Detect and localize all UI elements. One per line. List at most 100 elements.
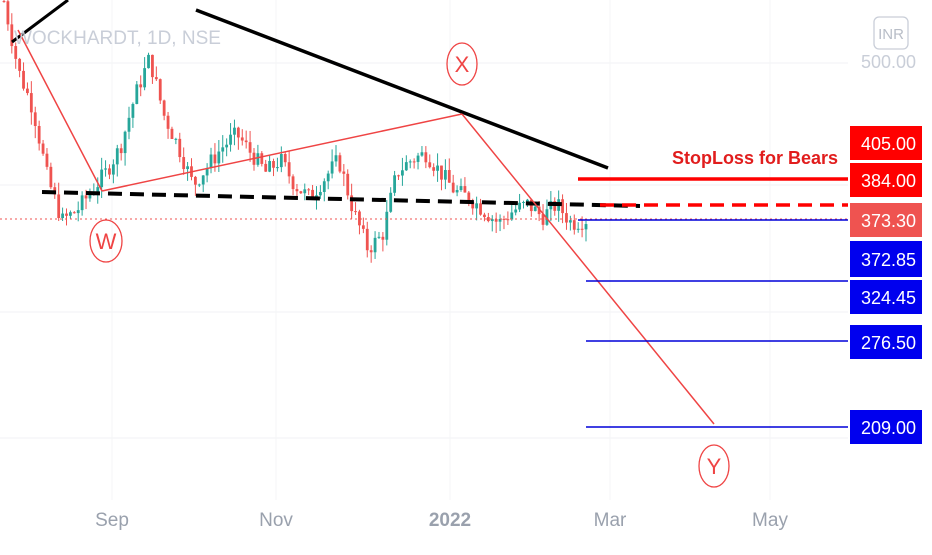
candle-body — [287, 162, 291, 177]
candle-body — [37, 126, 41, 144]
target-lines — [578, 219, 848, 428]
price-badge-209: 209.00 — [850, 410, 922, 444]
candle-body — [404, 162, 408, 171]
candle-body — [100, 169, 104, 188]
candle-body — [84, 195, 88, 199]
candle-body — [361, 225, 365, 229]
price-badge-276-50-text: 276.50 — [861, 333, 916, 353]
candle-body — [57, 194, 61, 218]
wave-label-x-text: X — [455, 52, 470, 77]
candle-body — [510, 212, 514, 220]
candle-body — [354, 211, 357, 213]
time-label-2022: 2022 — [429, 510, 471, 531]
candle-body — [240, 137, 244, 141]
candle-body — [264, 163, 268, 172]
candle-body — [533, 206, 537, 212]
candle-body — [490, 219, 494, 222]
currency-label: INR — [878, 26, 904, 43]
price-badge-372-85: 372.85 — [850, 241, 922, 277]
candle-body — [416, 155, 420, 162]
candle-body — [178, 138, 182, 158]
candle-body — [412, 161, 416, 163]
time-label-sep: Sep — [95, 510, 129, 531]
candle-body — [186, 166, 189, 170]
candle-body — [111, 164, 115, 175]
candle-body — [318, 191, 322, 196]
candle-body — [338, 155, 342, 172]
candle-body — [72, 212, 76, 214]
candle-body — [221, 147, 225, 152]
candle-body — [522, 201, 525, 203]
candle-body — [225, 144, 229, 148]
candle-body — [22, 70, 25, 89]
candle-body — [514, 209, 518, 213]
price-badge-209-text: 209.00 — [861, 418, 916, 438]
candle-body — [475, 203, 479, 209]
stoploss-annotation: StopLoss for Bears — [672, 148, 838, 168]
candle-body — [401, 170, 404, 176]
candle-body — [205, 167, 209, 176]
candle-body — [502, 218, 506, 220]
candle-body — [486, 217, 490, 222]
candle-body — [358, 211, 361, 226]
candle-body — [131, 103, 135, 118]
time-label-may: May — [752, 510, 788, 531]
candle-body — [322, 181, 326, 192]
candle-body — [393, 175, 397, 193]
candle-body — [69, 212, 72, 216]
candle-body — [108, 168, 111, 175]
candle-body — [451, 182, 455, 193]
candle-body — [88, 194, 92, 199]
price-badge-384: 384.00 — [850, 163, 922, 197]
candle-body — [311, 189, 314, 199]
candle-body — [447, 170, 451, 183]
candle-body — [330, 161, 334, 174]
descending-trend-line — [195, 8, 609, 170]
candle-body — [248, 142, 252, 153]
price-badge-373-30: 373.30 — [850, 203, 922, 237]
candle-body — [29, 93, 33, 113]
candle-body — [424, 152, 428, 163]
candle-body — [49, 166, 53, 188]
candle-body — [463, 186, 467, 193]
candle-body — [537, 206, 541, 215]
candle-body — [154, 77, 158, 80]
candle-body — [436, 165, 439, 171]
candle-body — [295, 189, 299, 192]
candle-body — [268, 161, 272, 172]
candle-body — [170, 128, 174, 140]
candle-body — [506, 219, 510, 221]
candle-body — [526, 199, 529, 202]
candle-body — [76, 210, 80, 214]
candle-body — [334, 155, 338, 162]
candle-body — [299, 191, 303, 194]
candle-body — [420, 152, 424, 156]
candle-body — [346, 173, 350, 196]
candle-body — [479, 203, 482, 215]
candle-body — [217, 151, 221, 164]
candle-body — [272, 161, 275, 168]
candle-body — [123, 131, 127, 154]
candle-body — [389, 192, 393, 212]
candle-body — [14, 46, 18, 59]
candle-body — [115, 148, 119, 165]
candle-body — [584, 224, 588, 230]
time-label-mar: Mar — [594, 510, 627, 531]
candle-body — [572, 220, 576, 230]
candle-body — [326, 173, 330, 182]
candle-body — [369, 250, 373, 253]
candle-body — [10, 24, 14, 47]
candle-body — [256, 153, 260, 165]
candle-body — [494, 219, 498, 222]
candle-body — [408, 161, 412, 163]
symbol-title: WOCKHARDT, 1D, NSE — [14, 28, 221, 49]
currency-button[interactable]: INR — [873, 16, 909, 50]
wave-label-w: W — [89, 219, 123, 263]
candle-body — [65, 213, 68, 216]
candle-body — [244, 140, 248, 143]
candle-body — [18, 58, 22, 71]
candle-body — [459, 186, 463, 191]
price-badge-373-30-text: 373.30 — [861, 211, 916, 231]
